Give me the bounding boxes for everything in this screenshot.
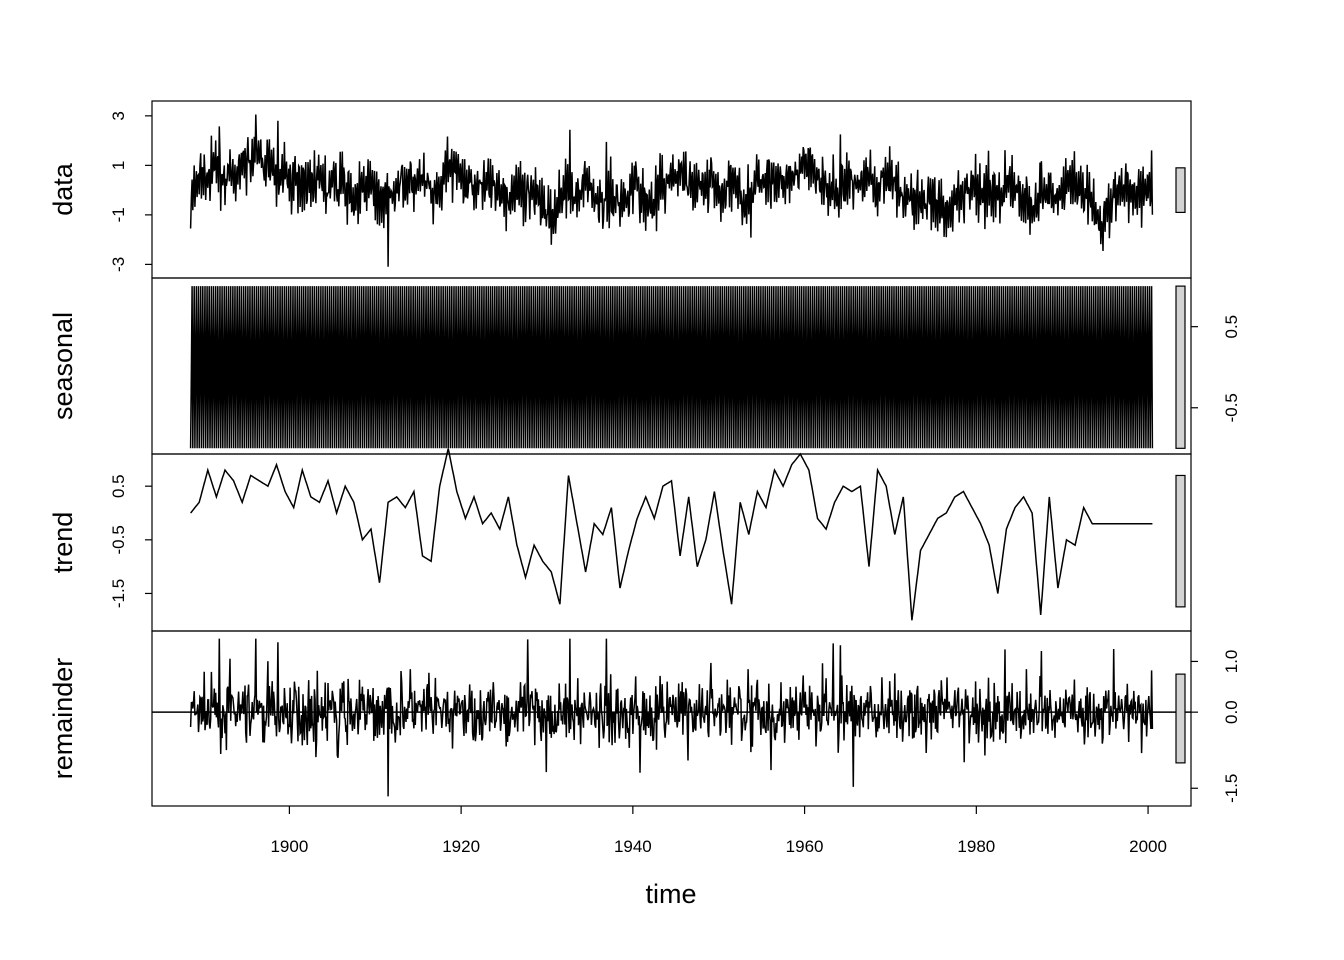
x-tick-label: 2000 bbox=[1129, 837, 1167, 856]
x-tick-label: 1920 bbox=[442, 837, 480, 856]
x-axis-label: time bbox=[645, 879, 696, 909]
panel-remainder: 1.0 0.0 -1.5 remainder bbox=[48, 630, 1241, 807]
y-tick-label: 1.0 bbox=[1222, 650, 1241, 674]
panel-label-remainder: remainder bbox=[48, 658, 78, 780]
panel-label-trend: trend bbox=[48, 512, 78, 574]
y-tick-label: 0.5 bbox=[1222, 315, 1241, 339]
y-tick-label: 0.0 bbox=[1222, 700, 1241, 724]
panel-data: 3 1 -1 -3 data bbox=[48, 100, 1192, 279]
y-tick-label: -1 bbox=[109, 207, 128, 222]
range-bar bbox=[1175, 673, 1186, 764]
y-tick-label: 3 bbox=[109, 111, 128, 120]
series-remainder bbox=[189, 638, 1154, 797]
panel-frame bbox=[151, 630, 1192, 807]
y-tick-label: -1.5 bbox=[1222, 774, 1241, 803]
range-bar bbox=[1175, 285, 1186, 449]
x-axis: 1900 1920 1940 1960 1980 2000 bbox=[270, 806, 1167, 856]
x-tick-label: 1900 bbox=[270, 837, 308, 856]
panel-trend: 0.5 -0.5 -1.5 trend bbox=[48, 448, 1192, 632]
x-tick-label: 1980 bbox=[957, 837, 995, 856]
series-data bbox=[189, 114, 1154, 267]
y-tick-label: -1.5 bbox=[109, 579, 128, 608]
range-bar bbox=[1175, 474, 1186, 608]
panel-seasonal: 0.5 -0.5 seasonal bbox=[48, 277, 1241, 455]
panel-label-data: data bbox=[48, 162, 78, 216]
y-tick-label: 0.5 bbox=[109, 474, 128, 498]
series-seasonal bbox=[189, 286, 1154, 449]
y-tick-label: -0.5 bbox=[109, 525, 128, 554]
x-tick-label: 1940 bbox=[614, 837, 652, 856]
series-trend bbox=[190, 448, 1153, 621]
panels: 3 1 -1 -3 data 0.5 -0.5 seasonal 0.5 -0.5 -1.5 tren… bbox=[48, 100, 1241, 807]
panel-label-seasonal: seasonal bbox=[48, 312, 78, 420]
y-tick-label: -3 bbox=[109, 257, 128, 272]
x-tick-label: 1960 bbox=[786, 837, 824, 856]
y-tick-label: 1 bbox=[109, 161, 128, 170]
y-tick-label: -0.5 bbox=[1222, 393, 1241, 422]
range-bar bbox=[1175, 167, 1186, 213]
